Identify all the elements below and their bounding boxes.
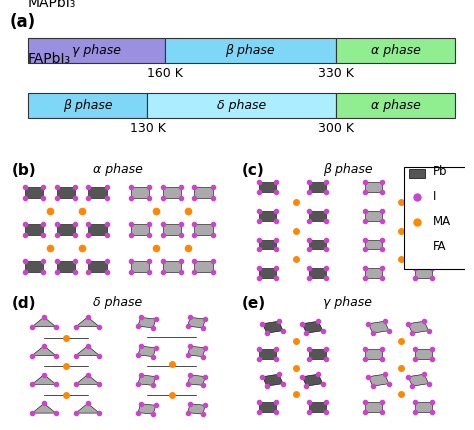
Text: γ phase: γ phase [323,296,372,309]
Polygon shape [263,374,283,386]
Polygon shape [194,187,212,198]
Polygon shape [76,375,100,384]
Polygon shape [365,268,382,278]
Polygon shape [309,182,326,192]
Polygon shape [57,261,75,272]
Bar [27,38,164,63]
Polygon shape [302,374,323,386]
Text: 130 K: 130 K [129,122,165,135]
Polygon shape [259,182,276,192]
Polygon shape [415,268,432,278]
Polygon shape [32,375,56,384]
Polygon shape [188,375,205,385]
Text: 160 K: 160 K [146,67,182,80]
Polygon shape [415,402,432,412]
Bar [336,93,456,118]
Text: (b): (b) [12,163,36,178]
Polygon shape [138,317,156,328]
Polygon shape [309,349,326,359]
Polygon shape [25,224,43,235]
Polygon shape [32,346,56,356]
Polygon shape [365,402,382,412]
Bar [27,93,147,118]
Polygon shape [138,346,156,356]
Text: 330 K: 330 K [318,67,354,80]
Polygon shape [259,211,276,221]
Text: 300 K: 300 K [318,122,354,135]
Text: α phase: α phase [371,99,420,112]
Polygon shape [365,240,382,249]
Bar [404,167,471,269]
Text: (c): (c) [242,163,264,178]
Text: γ phase: γ phase [72,44,120,57]
Polygon shape [131,224,149,235]
Text: β phase: β phase [225,44,275,57]
Text: Pb: Pb [433,166,447,178]
Text: α phase: α phase [371,44,420,57]
Polygon shape [188,346,205,356]
Polygon shape [76,317,100,327]
Polygon shape [32,403,56,413]
Polygon shape [89,261,107,272]
Polygon shape [415,240,432,249]
Text: (e): (e) [242,296,265,311]
Text: (d): (d) [12,296,36,311]
Polygon shape [163,187,181,198]
Text: MA: MA [433,215,451,228]
Polygon shape [138,404,156,414]
Polygon shape [259,402,276,412]
Text: α phase: α phase [93,163,143,176]
Polygon shape [365,349,382,359]
Polygon shape [309,211,326,221]
Text: δ phase: δ phase [93,296,142,309]
Polygon shape [194,224,212,235]
Text: (a): (a) [9,13,36,31]
Polygon shape [309,240,326,249]
Text: FAPbI₃: FAPbI₃ [27,52,71,65]
Polygon shape [365,211,382,221]
Bar [147,93,336,118]
Polygon shape [368,321,389,333]
Polygon shape [138,375,156,385]
Polygon shape [57,187,75,198]
Polygon shape [188,404,205,414]
Polygon shape [131,261,149,272]
Polygon shape [368,374,389,386]
Polygon shape [25,261,43,272]
Polygon shape [408,374,428,386]
Polygon shape [415,182,432,192]
Bar [336,38,456,63]
Polygon shape [408,321,428,333]
Bar [164,38,336,63]
Polygon shape [302,321,323,333]
Polygon shape [415,211,432,221]
Polygon shape [89,187,107,198]
Text: β phase: β phase [323,163,372,176]
Text: FA: FA [433,240,447,253]
Polygon shape [309,402,326,412]
Polygon shape [57,224,75,235]
Bar [410,169,425,178]
Polygon shape [365,182,382,192]
Polygon shape [163,224,181,235]
Polygon shape [163,261,181,272]
Polygon shape [263,321,283,333]
Polygon shape [76,346,100,356]
Text: MAPbI₃: MAPbI₃ [27,0,76,10]
Polygon shape [188,317,205,328]
Polygon shape [194,261,212,272]
Text: β phase: β phase [63,99,112,112]
Polygon shape [259,240,276,249]
Polygon shape [89,224,107,235]
Polygon shape [415,349,432,359]
Text: I: I [433,190,437,203]
Polygon shape [309,268,326,278]
Polygon shape [259,349,276,359]
Text: δ phase: δ phase [217,99,266,112]
Polygon shape [131,187,149,198]
Polygon shape [32,317,56,327]
Polygon shape [259,268,276,278]
Polygon shape [25,187,43,198]
Polygon shape [76,403,100,413]
